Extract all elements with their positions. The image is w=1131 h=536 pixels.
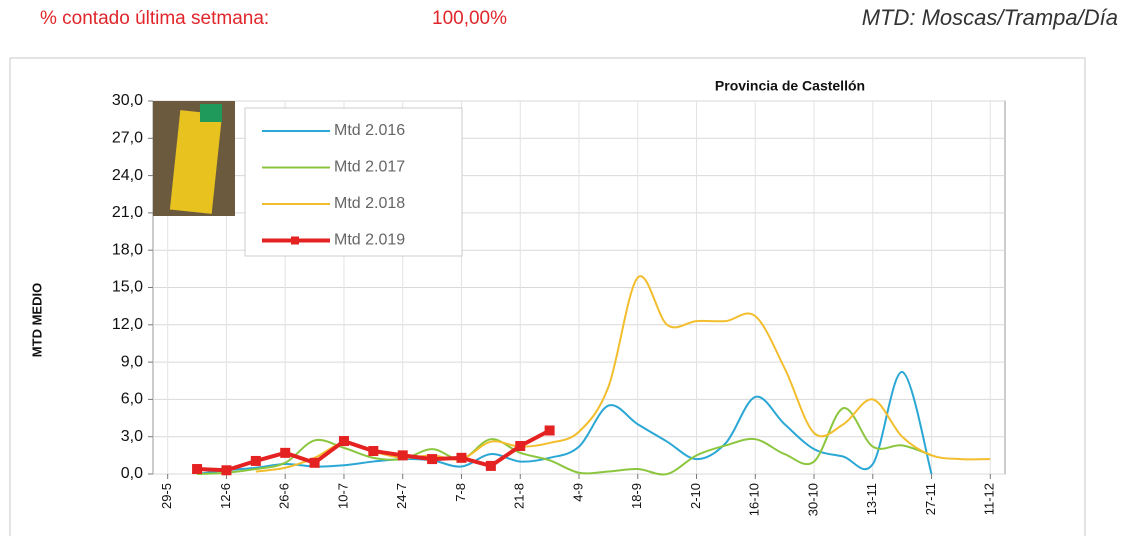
- x-tick-label: 26-6: [277, 483, 292, 509]
- point-marker: [309, 457, 320, 468]
- point-marker: [485, 460, 496, 471]
- x-tick-label: 30-10: [805, 483, 820, 516]
- y-tick-label: 24,0: [112, 167, 143, 184]
- point-marker: [397, 450, 408, 461]
- count-label: % contado última setmana:: [40, 8, 269, 29]
- x-tick-label: 12-6: [218, 483, 233, 509]
- y-tick-label: 6,0: [121, 391, 143, 408]
- point-marker: [250, 455, 261, 466]
- x-tick-label: 2-10: [688, 483, 703, 509]
- point-marker: [515, 441, 526, 452]
- x-tick-label: 7-8: [453, 483, 468, 502]
- point-marker: [544, 425, 555, 436]
- x-tick-label: 16-10: [747, 483, 762, 516]
- point-marker: [456, 452, 467, 463]
- y-tick-label: 30,0: [112, 92, 143, 109]
- x-tick-label: 29-5: [159, 483, 174, 509]
- point-marker: [368, 445, 379, 456]
- x-tick-label: 18-9: [629, 483, 644, 509]
- x-tick-label: 11-12: [982, 483, 997, 515]
- trap-photo: [153, 101, 235, 216]
- y-tick-label: 27,0: [112, 130, 143, 147]
- y-tick-label: 18,0: [112, 241, 143, 258]
- legend-label: Mtd 2.016: [334, 122, 405, 139]
- point-marker: [427, 454, 438, 465]
- legend-label: Mtd 2.018: [334, 195, 405, 212]
- legend-label: Mtd 2.017: [334, 159, 405, 176]
- legend-box: [244, 107, 463, 257]
- y-tick-label: 12,0: [112, 316, 143, 333]
- series-line: [197, 407, 932, 476]
- point-marker: [192, 464, 203, 475]
- y-axis-label: MTD MEDIO: [29, 283, 44, 357]
- count-value: 100,00%: [432, 8, 507, 29]
- y-tick-label: 0,0: [121, 465, 143, 482]
- chart-title: Provincia de Castellón: [715, 78, 865, 94]
- photo-trap: [169, 110, 223, 214]
- y-tick-label: 9,0: [121, 353, 143, 370]
- series-line: [196, 371, 933, 475]
- unit-label: MTD: Moscas/Trampa/Día: [862, 5, 1118, 30]
- y-tick-label: 3,0: [121, 428, 143, 445]
- x-tick-label: 4-9: [570, 483, 585, 502]
- point-marker: [338, 436, 349, 447]
- x-tick-label: 24-7: [394, 483, 409, 509]
- legend-marker: [291, 236, 299, 245]
- y-tick-label: 21,0: [112, 204, 143, 221]
- x-tick-label: 13-11: [864, 483, 879, 515]
- legend: Mtd 2.016 Mtd 2.017 Mtd 2.018 Mtd 2.019: [262, 122, 405, 249]
- point-marker: [280, 447, 291, 458]
- y-tick-label: 15,0: [112, 279, 143, 296]
- photo-leaf: [200, 104, 222, 122]
- x-tick-label: 21-8: [512, 483, 527, 509]
- point-marker: [221, 465, 232, 476]
- x-tick-label: 10-7: [335, 483, 350, 509]
- x-tick-label: 27-11: [923, 483, 938, 515]
- legend-label: Mtd 2.019: [334, 232, 405, 249]
